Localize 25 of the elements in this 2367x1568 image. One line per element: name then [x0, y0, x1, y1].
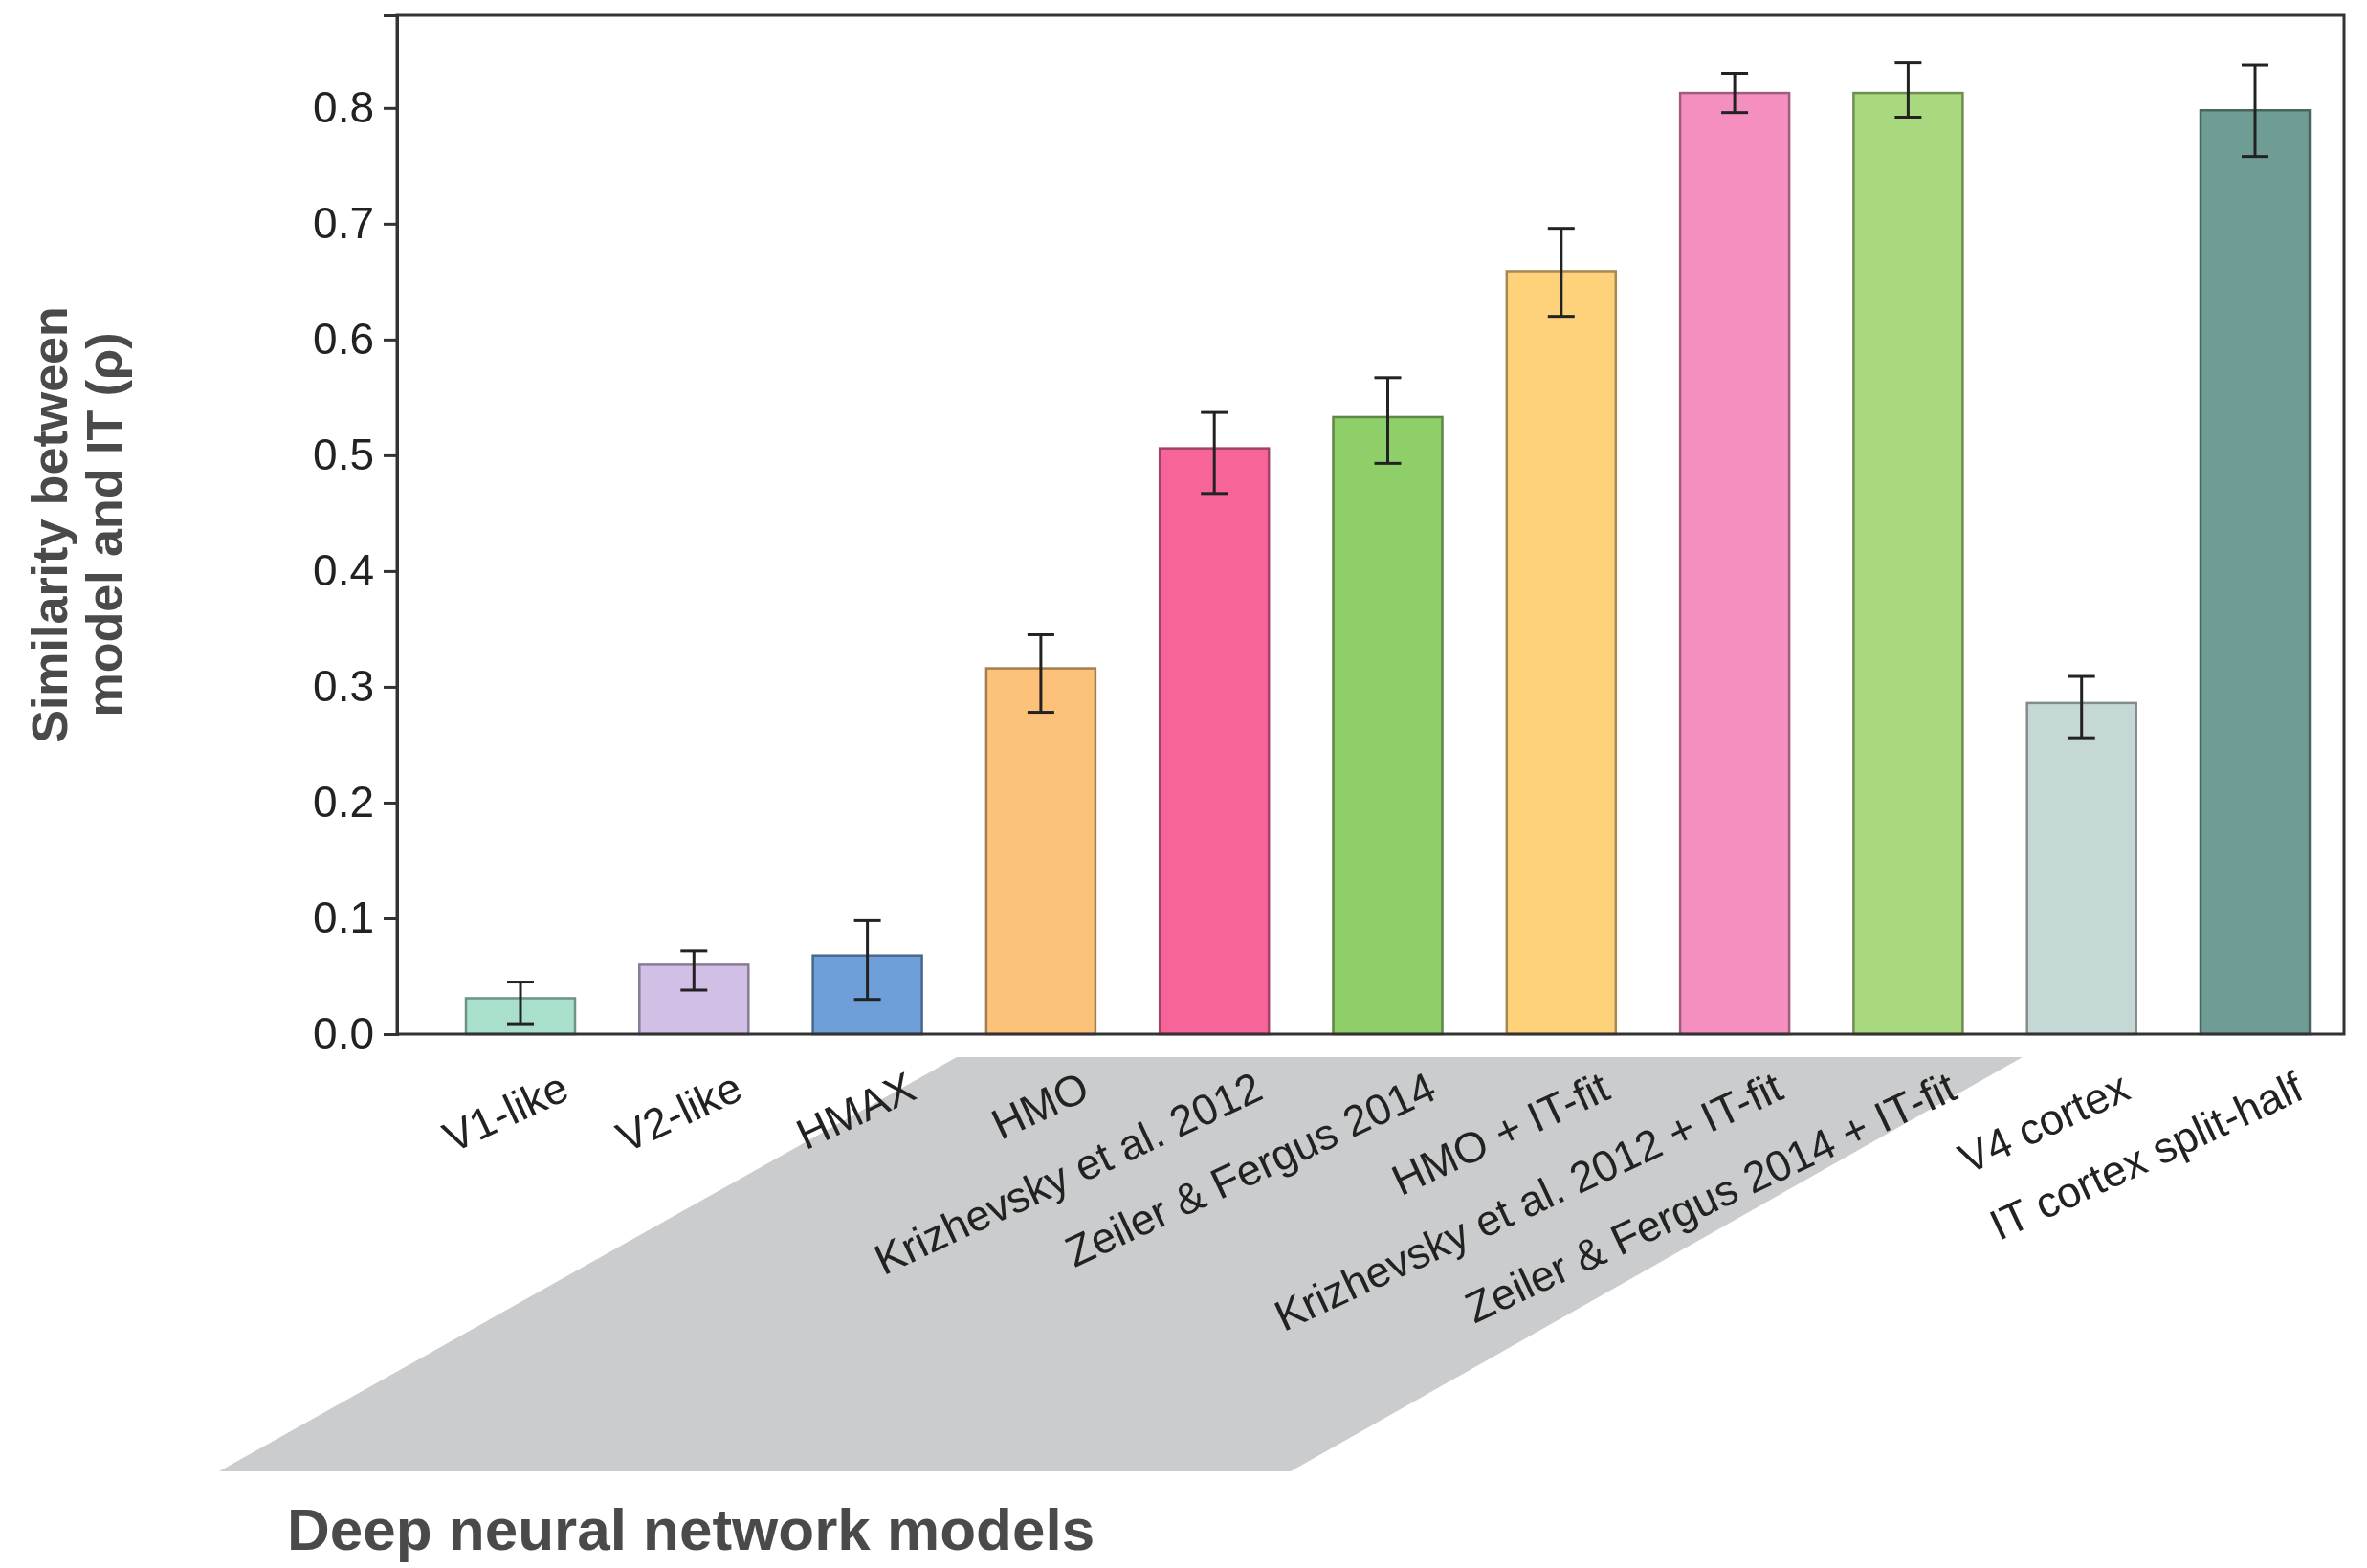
bar [984, 667, 1097, 1036]
y-tick-label: 0.2 [313, 777, 374, 828]
bar [1678, 91, 1791, 1036]
y-tick-label: 0.8 [313, 82, 374, 133]
bar [1332, 415, 1444, 1036]
x-tick-label: V1-like [435, 1062, 576, 1162]
bar [464, 997, 577, 1036]
bar [638, 963, 750, 1036]
y-axis-title: Similarity between model and IT (ρ) [22, 306, 133, 743]
y-tick-label: 0.7 [313, 198, 374, 249]
y-tick-label: 0.1 [313, 893, 374, 943]
y-tick-label: 0.4 [313, 545, 374, 596]
bar [1505, 270, 1618, 1036]
x-tick-label: HMO [984, 1062, 1096, 1149]
y-tick-label: 0.5 [313, 430, 374, 480]
text: Deep neural network models [287, 1496, 1095, 1562]
bar [1852, 91, 1964, 1036]
bar [2199, 108, 2312, 1036]
y-tick-label: 0.3 [313, 661, 374, 712]
bar [2025, 701, 2137, 1036]
x-tick-label: V2-like [608, 1062, 749, 1162]
bar [811, 954, 923, 1036]
y-tick-label: 0.6 [313, 314, 374, 364]
bar [1158, 447, 1271, 1036]
y-tick-label: 0.0 [313, 1008, 374, 1059]
